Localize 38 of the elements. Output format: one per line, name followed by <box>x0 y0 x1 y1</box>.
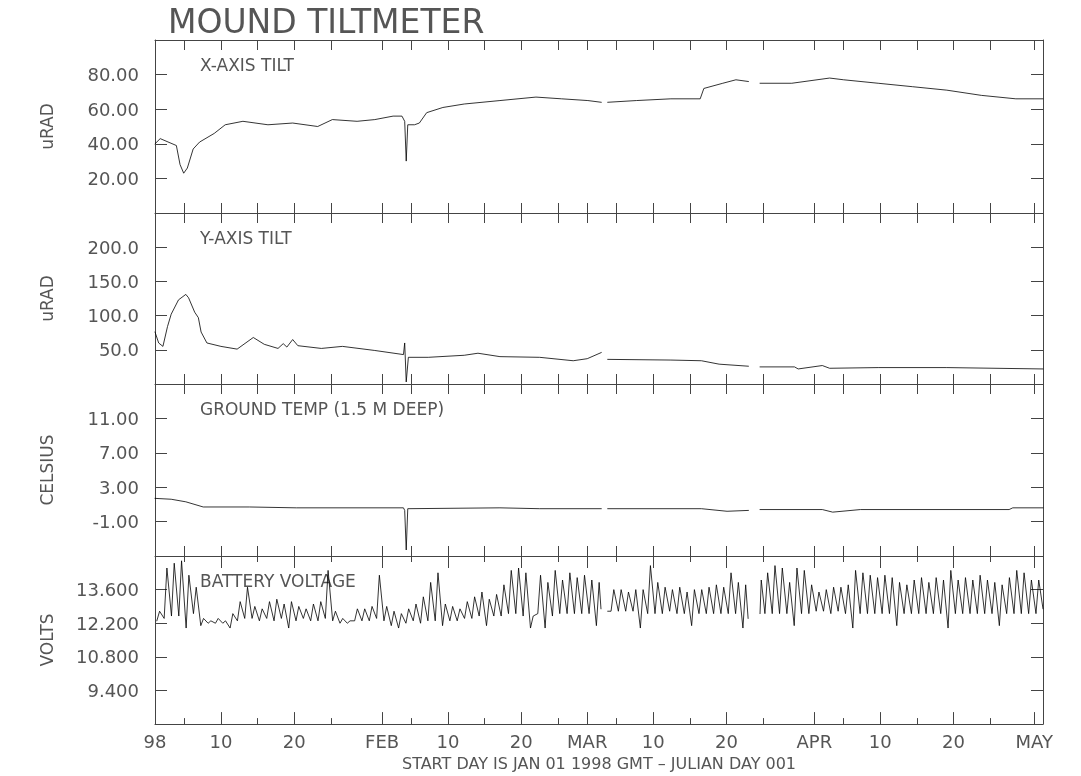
y-tick-label: 7.00 <box>98 442 139 464</box>
x-tick-label: 10 <box>641 730 665 752</box>
y-tick-label: 11.00 <box>87 407 139 429</box>
x-tick-label: 98 <box>143 730 167 752</box>
y-tick-label: 12.200 <box>76 612 139 634</box>
x-tick-label: 10 <box>868 730 892 752</box>
y-axis-title: CELSIUS <box>36 434 57 506</box>
x-tick-label: MAY <box>1015 730 1054 752</box>
annotation: X-AXIS TILT <box>200 54 295 75</box>
y-tick-label: 100.0 <box>87 305 139 327</box>
x-tick-label: 20 <box>714 730 738 752</box>
y-tick-label: 10.800 <box>76 646 139 668</box>
x-tick-label: 20 <box>509 730 533 752</box>
y-tick-label: 150.0 <box>87 270 139 292</box>
y-tick-label: 20.00 <box>87 167 139 189</box>
chart-title: MOUND TILTMETER <box>168 2 485 41</box>
x-tick-label: 10 <box>436 730 460 752</box>
y-tick-label: 80.00 <box>87 64 139 86</box>
y-tick-label: 60.00 <box>87 98 139 120</box>
annotation: Y-AXIS TILT <box>199 227 293 248</box>
x-axis-title: START DAY IS JAN 01 1998 GMT – JULIAN DAY 001 <box>401 753 797 773</box>
y-tick-label: 200.0 <box>87 236 139 258</box>
x-tick-label: 20 <box>282 730 306 752</box>
annotation: GROUND TEMP (1.5 M DEEP) <box>200 398 445 419</box>
x-tick-label: APR <box>796 730 833 752</box>
y-tick-label: 9.400 <box>87 679 139 701</box>
y-axis-title: uRAD <box>36 103 57 150</box>
y-tick-label: 50.0 <box>98 339 139 361</box>
y-axis-title: VOLTS <box>36 613 57 667</box>
x-tick-label: 20 <box>942 730 966 752</box>
y-tick-label: 3.00 <box>98 476 139 498</box>
x-tick-label: MAR <box>567 730 608 752</box>
y-tick-label: 40.00 <box>87 133 139 155</box>
y-tick-label: 13.600 <box>76 579 139 601</box>
y-axis-title: uRAD <box>36 275 57 322</box>
x-tick-label: FEB <box>365 730 400 752</box>
x-tick-label: 10 <box>209 730 233 752</box>
y-tick-label: -1.00 <box>92 511 139 533</box>
